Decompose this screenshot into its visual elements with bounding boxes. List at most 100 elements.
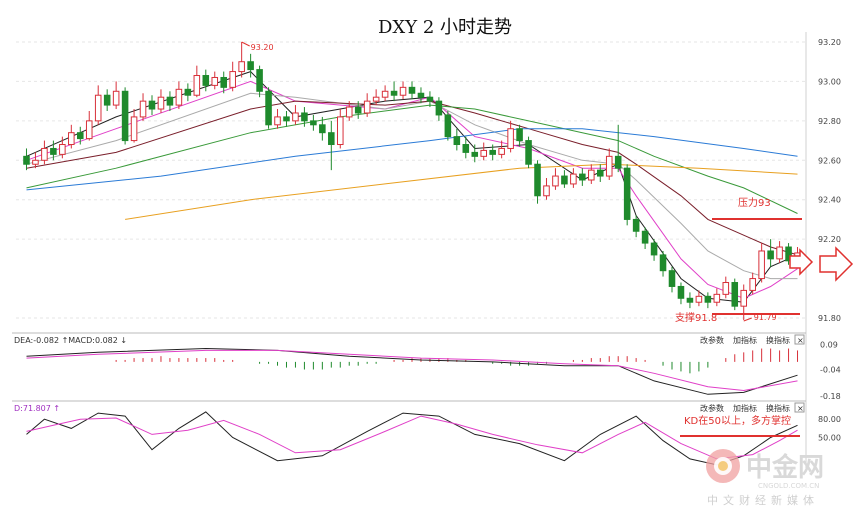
candle-body	[731, 282, 739, 307]
candle	[50, 140, 57, 161]
candle	[112, 81, 120, 110]
logo-name: 中金网	[746, 452, 824, 483]
candle-body	[767, 250, 774, 260]
candle	[516, 124, 523, 147]
kd-option-button: 加指标	[733, 403, 757, 413]
candle	[139, 93, 147, 121]
candle-body	[534, 163, 541, 197]
close-glyph: ×	[797, 336, 804, 345]
candle-body	[41, 147, 48, 161]
candle-body	[32, 159, 39, 165]
macd-dif-line	[26, 347, 798, 395]
candle	[292, 105, 299, 125]
candle-body	[103, 94, 111, 106]
candle	[480, 142, 488, 161]
macd-panel: DEA:-0.082 ↑MACD:0.082 ↓ 0.09 -0.04 -0.18 改参…	[12, 332, 841, 401]
candle	[345, 101, 353, 121]
candle	[417, 87, 425, 104]
candle	[776, 241, 783, 263]
candle	[76, 126, 84, 145]
candle	[148, 95, 156, 115]
candle-body	[76, 132, 84, 140]
candle	[623, 164, 631, 226]
candle	[193, 65, 201, 98]
candle-body	[596, 169, 604, 177]
logo-slogan: 中文财经新媒体	[707, 493, 819, 507]
candle-body	[148, 100, 156, 110]
candle-body	[552, 175, 559, 187]
candle-body	[453, 136, 461, 146]
candle	[596, 164, 604, 182]
moving-average-line	[26, 100, 798, 256]
macd-tick-label: -0.18	[820, 392, 841, 401]
candle	[704, 292, 712, 309]
candle	[686, 292, 694, 309]
candle	[390, 81, 398, 102]
candle-body	[543, 185, 550, 197]
macd-tick-label: -0.04	[820, 366, 841, 375]
candle	[121, 87, 129, 145]
candle	[435, 97, 443, 121]
candle	[238, 42, 245, 78]
candle	[767, 239, 774, 267]
candle	[85, 111, 93, 141]
moving-average-line	[26, 92, 798, 280]
candle	[650, 239, 658, 261]
candle	[462, 136, 470, 159]
candle	[399, 81, 407, 100]
candle-body	[686, 297, 694, 303]
candle	[211, 71, 219, 90]
kd-annotation: KD在50以上，多方掌控	[684, 414, 791, 427]
high-marker	[241, 41, 250, 47]
candle	[202, 69, 210, 92]
candle-body	[292, 112, 299, 122]
resistance-label: 压力93	[738, 196, 771, 209]
kd-panel: D:71.807 ↑ 80.00 50.00 改参数 加指标 换指标 × KD在50以上，多方…	[12, 400, 841, 466]
candle-body	[525, 140, 532, 165]
candle-body	[444, 114, 452, 138]
candle	[758, 243, 765, 283]
candle-body	[112, 90, 120, 106]
candle	[444, 111, 452, 141]
candle	[354, 101, 362, 119]
candle	[543, 178, 550, 200]
candle-body	[283, 116, 290, 122]
candle-body	[238, 61, 245, 73]
candle-body	[319, 124, 326, 134]
arrow-icon	[789, 248, 814, 276]
candle-body	[184, 88, 192, 96]
candle	[579, 168, 586, 186]
logo-core	[718, 461, 728, 471]
candle-body	[758, 250, 765, 280]
candle	[489, 144, 496, 161]
kd-header: D:71.807 ↑	[14, 404, 60, 413]
y-tick-label: 92.20	[818, 235, 841, 244]
macd-dea-line	[26, 349, 798, 392]
candle	[552, 168, 559, 190]
candle-body	[68, 132, 75, 146]
candle	[220, 71, 228, 94]
macd-header: DEA:-0.082 ↑MACD:0.082 ↓	[14, 336, 127, 345]
kd-tick-label: 80.00	[818, 415, 841, 424]
candle-body	[130, 116, 138, 142]
candle-body	[354, 106, 362, 114]
candle-body	[328, 132, 335, 146]
candle	[103, 89, 111, 111]
kd-option-button: 换指标	[766, 403, 790, 413]
candle	[713, 288, 721, 307]
chart-title: DXY 2 小时走势	[378, 17, 512, 38]
kd-k-line	[26, 411, 798, 466]
candle-body	[489, 149, 496, 155]
candle	[381, 85, 389, 102]
candle-body	[426, 96, 434, 102]
candle	[94, 85, 102, 125]
candle-body	[247, 61, 254, 71]
price-panel: 93.20 93.00 92.80 92.60 92.40 92.20 91.80 93.20…	[16, 32, 854, 468]
macd-option-button: 改参数	[700, 335, 724, 345]
candle	[301, 107, 308, 127]
candle	[363, 93, 371, 117]
support-label: 支撑91.8	[675, 311, 717, 324]
moving-average-line	[26, 71, 798, 303]
